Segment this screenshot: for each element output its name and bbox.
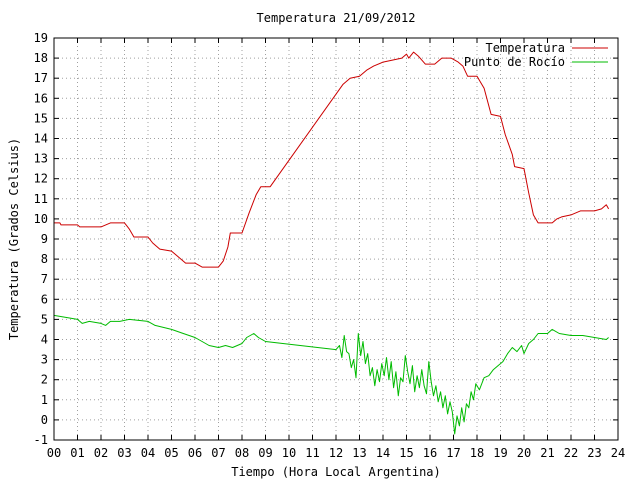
y-axis-label: Temperatura (Grados Celsius) [7,138,21,340]
y-tick-label: 12 [34,172,48,186]
y-tick-label: 5 [41,312,48,326]
x-tick-label: 13 [352,446,366,460]
x-tick-label: 11 [305,446,319,460]
x-tick-label: 24 [611,446,625,460]
y-tick-label: 0 [41,413,48,427]
y-tick-label: 15 [34,111,48,125]
y-tick-label: 10 [34,212,48,226]
x-tick-label: 01 [70,446,84,460]
x-tick-label: 20 [517,446,531,460]
y-tick-label: 16 [34,91,48,105]
y-tick-label: 1 [41,393,48,407]
y-tick-label: 19 [34,31,48,45]
x-tick-label: 08 [235,446,249,460]
x-tick-label: 18 [470,446,484,460]
y-tick-label: 4 [41,333,48,347]
grid [54,38,618,440]
x-tick-label: 23 [587,446,601,460]
y-tick-label: 9 [41,232,48,246]
y-tick-label: 11 [34,192,48,206]
x-tick-label: 12 [329,446,343,460]
series-line-temperatura [54,51,610,268]
x-tick-label: 07 [211,446,225,460]
x-tick-label: 05 [164,446,178,460]
x-tick-label: 06 [188,446,202,460]
y-tick-label: 18 [34,51,48,65]
x-tick-label: 00 [47,446,61,460]
x-tick-label: 04 [141,446,155,460]
x-tick-label: 09 [258,446,272,460]
x-tick-label: 15 [399,446,413,460]
x-tick-label: 03 [117,446,131,460]
x-tick-label: 22 [564,446,578,460]
y-tick-label: -1 [34,433,48,447]
legend-label: Temperatura [486,41,565,55]
x-tick-label: 16 [423,446,437,460]
x-axis-label: Tiempo (Hora Local Argentina) [231,465,441,479]
series-line-punto-de-rocio [53,314,609,435]
y-tick-label: 6 [41,292,48,306]
y-tick-label: 17 [34,71,48,85]
x-tick-label: 19 [493,446,507,460]
chart-title: Temperatura 21/09/2012 [257,11,416,25]
x-tick-label: 14 [376,446,390,460]
series-layer [53,51,610,435]
x-tick-label: 21 [540,446,554,460]
legend-label: Punto de Rocío [464,55,565,69]
x-tick-label: 17 [446,446,460,460]
plot-frame [53,37,619,441]
y-tick-label: 8 [41,252,48,266]
y-tick-label: 7 [41,272,48,286]
y-tick-label: 2 [41,373,48,387]
x-tick-label: 10 [282,446,296,460]
y-tick-label: 14 [34,132,48,146]
y-tick-label: 3 [41,353,48,367]
y-tick-label: 13 [34,152,48,166]
x-tick-label: 02 [94,446,108,460]
